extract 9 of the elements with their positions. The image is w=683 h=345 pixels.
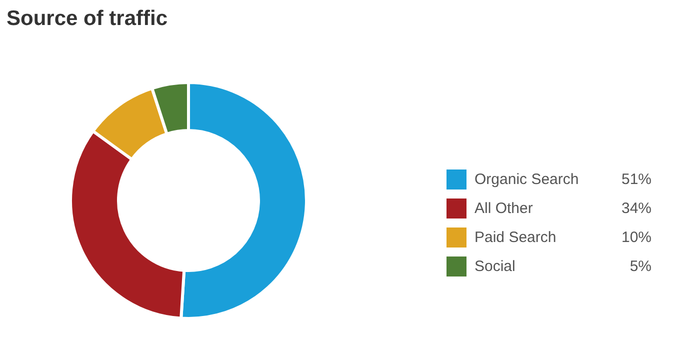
- legend-label: Organic Search: [474, 171, 579, 188]
- data-label: 34%: [621, 200, 652, 217]
- chart-title: Source of traffic: [6, 7, 168, 30]
- data-label: 51%: [621, 171, 652, 188]
- legend-label: Paid Search: [474, 229, 556, 246]
- legend-label: Social: [474, 258, 516, 275]
- data-label: 10%: [621, 229, 652, 246]
- data-label: 5%: [630, 258, 652, 275]
- legend-label: All Other: [474, 200, 533, 217]
